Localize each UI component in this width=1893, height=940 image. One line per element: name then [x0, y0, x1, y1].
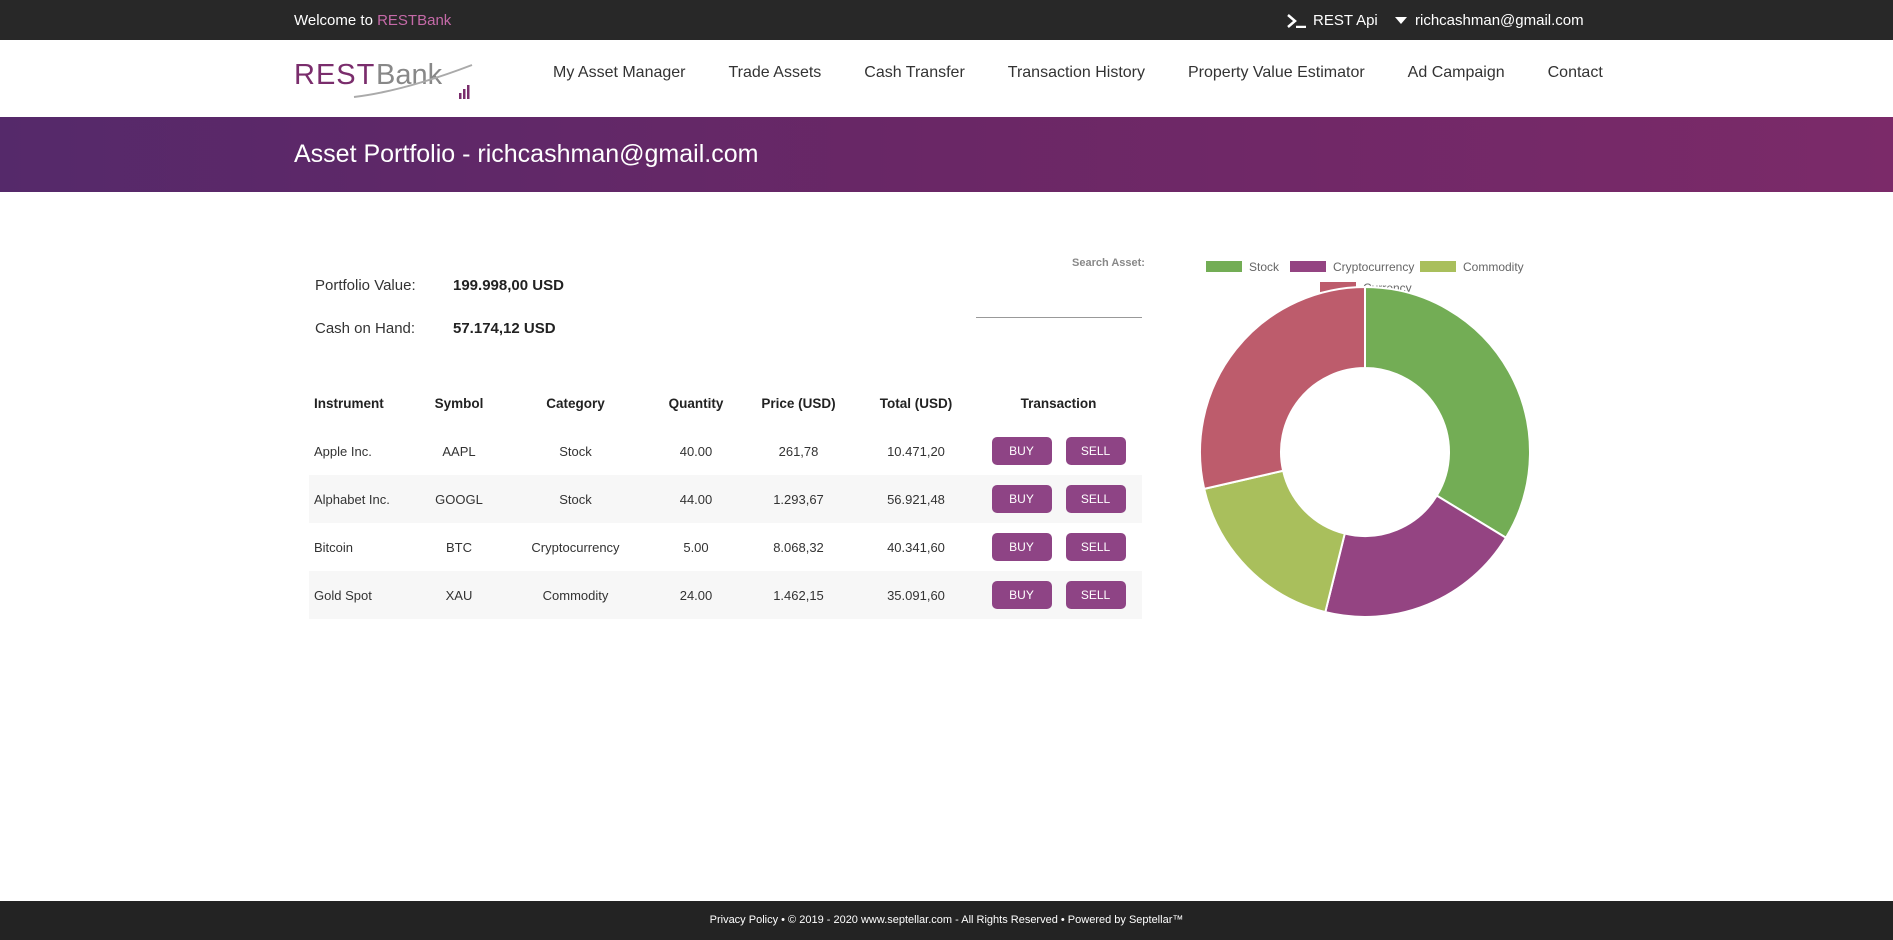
portfolio-value: 199.998,00 USD: [453, 277, 564, 294]
legend-swatch-commodity[interactable]: [1420, 261, 1456, 272]
sell-button[interactable]: SELL: [1065, 533, 1126, 561]
search-asset-label: Search Asset:: [1072, 257, 1145, 269]
header-symbol: Symbol: [434, 396, 484, 411]
welcome-brand[interactable]: RESTBank: [377, 12, 452, 29]
table-header: Instrument Symbol Category Quantity Pric…: [309, 380, 1142, 427]
logo-rest: REST: [294, 59, 376, 91]
legend-swatch-cryptocurrency[interactable]: [1290, 261, 1326, 272]
cell-symbol: GOOGL: [435, 491, 483, 507]
nav-my-asset-manager[interactable]: My Asset Manager: [553, 64, 686, 81]
welcome-prefix: Welcome to: [294, 12, 378, 29]
cell-instrument: Bitcoin: [314, 539, 354, 555]
cell-price: 1.293,67: [773, 491, 824, 507]
nav-trade-assets[interactable]: Trade Assets: [728, 64, 822, 81]
cell-category: Stock: [559, 491, 592, 507]
terminal-icon: [1287, 13, 1306, 28]
cell-quantity: 5.00: [683, 539, 709, 555]
cell-transaction: BUY SELL: [975, 581, 1142, 609]
sell-button[interactable]: SELL: [1065, 485, 1126, 513]
nav-ad-campaign[interactable]: Ad Campaign: [1407, 64, 1505, 81]
buy-button[interactable]: BUY: [991, 581, 1052, 609]
cell-transaction: BUY SELL: [975, 533, 1142, 561]
top-bar: Welcome to RESTBank REST Api richcashman…: [0, 0, 1893, 40]
restbank-logo[interactable]: REST Bank: [294, 57, 474, 99]
cell-instrument: Alphabet Inc.: [314, 491, 390, 507]
donut-slice-stock[interactable]: [1364, 285, 1531, 540]
cell-symbol: BTC: [446, 539, 472, 555]
sell-button[interactable]: SELL: [1065, 581, 1126, 609]
buy-button[interactable]: BUY: [991, 437, 1052, 465]
portfolio-value-row: Portfolio Value: 199.998,00 USD: [315, 264, 564, 307]
footer-text[interactable]: Privacy Policy • © 2019 - 2020 www.septe…: [709, 914, 1184, 926]
nav-transaction-history[interactable]: Transaction History: [1007, 64, 1145, 81]
table-row: Bitcoin BTC Cryptocurrency 5.00 8.068,32…: [309, 523, 1142, 571]
cell-symbol: AAPL: [442, 443, 476, 459]
legend-swatch-currency[interactable]: [1320, 282, 1356, 293]
cell-total: 56.921,48: [887, 491, 945, 507]
buy-button[interactable]: BUY: [991, 485, 1052, 513]
main-nav: My Asset Manager Trade Assets Cash Trans…: [553, 64, 1646, 82]
cell-symbol: XAU: [445, 587, 473, 603]
rest-api-label: REST Api: [1313, 12, 1378, 29]
caret-down-icon: [1395, 17, 1407, 24]
portfolio-summary: Portfolio Value: 199.998,00 USD Cash on …: [315, 264, 564, 350]
cell-quantity: 44.00: [679, 491, 713, 507]
cash-on-hand-row: Cash on Hand: 57.174,12 USD: [315, 307, 564, 350]
page-banner: Asset Portfolio - richcashman@gmail.com: [0, 117, 1893, 192]
portfolio-donut-chart: StockCryptocurrencyCommodityCurrency: [1199, 260, 1531, 618]
nav-contact[interactable]: Contact: [1547, 64, 1603, 81]
cash-on-hand-label: Cash on Hand:: [315, 320, 416, 337]
donut-slice-currency[interactable]: [1199, 285, 1366, 491]
table-row: Gold Spot XAU Commodity 24.00 1.462,15 3…: [309, 571, 1142, 619]
legend-swatch-stock[interactable]: [1206, 261, 1242, 272]
cell-category: Stock: [559, 443, 592, 459]
cell-quantity: 40.00: [679, 443, 713, 459]
cell-transaction: BUY SELL: [975, 485, 1142, 513]
logo-swoosh-icon: [353, 64, 473, 99]
cell-total: 10.471,20: [887, 443, 945, 459]
user-email: richcashman@gmail.com: [1415, 12, 1584, 29]
donut-slice-commodity[interactable]: [1202, 469, 1347, 614]
cell-total: 40.341,60: [887, 539, 945, 555]
cell-category: Cryptocurrency: [531, 539, 620, 555]
cell-quantity: 24.00: [679, 587, 713, 603]
welcome-text: Welcome to RESTBank: [294, 12, 451, 29]
nav-cash-transfer[interactable]: Cash Transfer: [864, 64, 965, 81]
asset-table: Instrument Symbol Category Quantity Pric…: [309, 380, 1142, 619]
table-row: Alphabet Inc. GOOGL Stock 44.00 1.293,67…: [309, 475, 1142, 523]
cell-price: 1.462,15: [773, 587, 824, 603]
header-price: Price (USD): [761, 396, 836, 411]
buy-button[interactable]: BUY: [991, 533, 1052, 561]
footer: Privacy Policy • © 2019 - 2020 www.septe…: [0, 901, 1893, 940]
nav-property-value-estimator[interactable]: Property Value Estimator: [1188, 64, 1365, 81]
cell-total: 35.091,60: [887, 587, 945, 603]
header-quantity: Quantity: [668, 396, 724, 411]
rest-api-link[interactable]: REST Api: [1287, 12, 1378, 29]
page-title: Asset Portfolio - richcashman@gmail.com: [294, 140, 759, 168]
header-total: Total (USD): [879, 396, 953, 411]
navbar: REST Bank My Asset Manager Trade Assets …: [0, 40, 1893, 117]
cash-on-hand-value: 57.174,12 USD: [453, 320, 556, 337]
cell-transaction: BUY SELL: [975, 437, 1142, 465]
donut-slice-cryptocurrency[interactable]: [1324, 494, 1508, 618]
search-asset-input[interactable]: [976, 296, 1142, 318]
cell-category: Commodity: [542, 587, 609, 603]
legend-label-cryptocurrency[interactable]: Cryptocurrency: [1333, 260, 1414, 274]
cell-price: 8.068,32: [773, 539, 824, 555]
portfolio-value-label: Portfolio Value:: [315, 277, 416, 294]
cell-price: 261,78: [778, 443, 819, 459]
cell-instrument: Gold Spot: [314, 587, 372, 603]
legend-label-stock[interactable]: Stock: [1249, 260, 1280, 274]
user-menu[interactable]: richcashman@gmail.com: [1395, 12, 1584, 29]
sell-button[interactable]: SELL: [1065, 437, 1126, 465]
table-row: Apple Inc. AAPL Stock 40.00 261,78 10.47…: [309, 427, 1142, 475]
header-category: Category: [546, 396, 605, 411]
cell-instrument: Apple Inc.: [314, 443, 372, 459]
header-instrument: Instrument: [314, 396, 384, 411]
header-transaction: Transaction: [1020, 396, 1097, 411]
legend-label-commodity[interactable]: Commodity: [1463, 260, 1524, 274]
